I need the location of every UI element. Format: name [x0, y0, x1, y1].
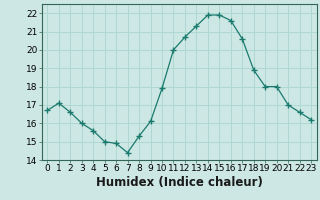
X-axis label: Humidex (Indice chaleur): Humidex (Indice chaleur)	[96, 176, 263, 189]
